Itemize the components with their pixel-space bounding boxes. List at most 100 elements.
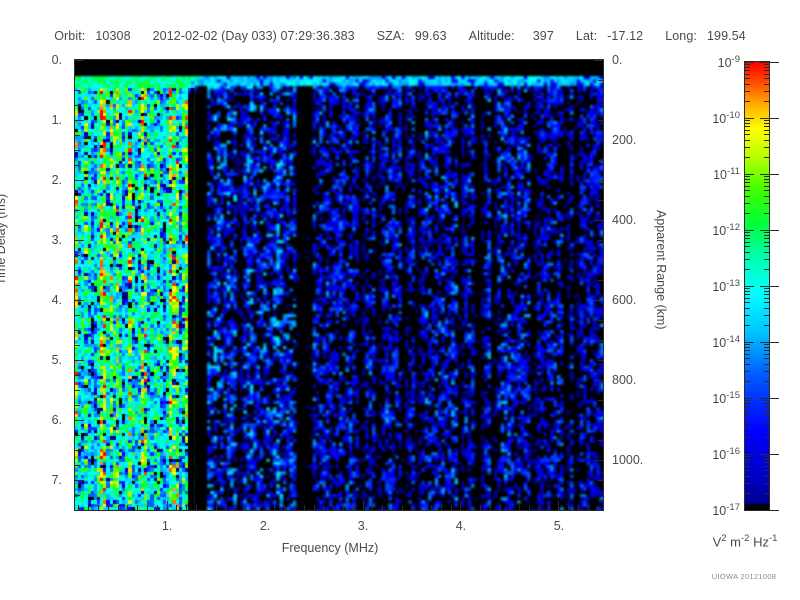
y-axis-labels: 0. 1. 2. 3. 4. 5. 6. 7.	[34, 53, 62, 510]
axis-tick	[598, 340, 603, 341]
axis-tick	[75, 510, 80, 511]
colorbar-minor-tick	[764, 123, 769, 124]
axis-tick	[75, 450, 80, 451]
colorbar-major-tick	[760, 342, 769, 343]
colorbar-minor-tick	[745, 123, 750, 124]
unit-m-exp: -2	[741, 533, 750, 544]
colorbar-minor-tick	[745, 176, 750, 177]
axis-tick	[598, 120, 603, 121]
colorbar-outer-tick	[769, 230, 779, 231]
colorbar-minor-tick	[745, 147, 750, 148]
axis-tick	[127, 505, 128, 510]
colorbar-outer-tick	[769, 62, 779, 63]
colorbar-minor-tick	[745, 182, 750, 183]
axis-tick	[196, 505, 197, 510]
axis-tick	[75, 240, 84, 241]
axis-tick	[75, 435, 80, 436]
axis-tick	[598, 100, 603, 101]
colorbar-minor-tick	[745, 420, 750, 421]
axis-tick	[598, 360, 603, 361]
colorbar-tick-label: 10-14	[712, 333, 740, 351]
colorbar-major-tick	[745, 286, 754, 287]
colorbar-major-tick	[745, 342, 754, 343]
colorbar-minor-tick	[764, 462, 769, 463]
axis-tick	[323, 505, 324, 510]
colorbar-minor-tick	[764, 84, 769, 85]
colorbar-minor-tick	[745, 235, 750, 236]
axis-tick	[284, 505, 285, 510]
axis-tick	[598, 160, 603, 161]
axis-tick	[594, 220, 603, 221]
axis-tick	[147, 505, 148, 510]
datetime-value: 2012-02-02 (Day 033) 07:29:36.383	[152, 29, 355, 43]
colorbar-minor-tick	[764, 493, 769, 494]
colorbar-minor-tick	[745, 325, 750, 326]
colorbar-minor-tick	[745, 470, 750, 471]
colorbar-major-tick	[760, 62, 769, 63]
axis-tick	[206, 505, 207, 510]
y-axis-tick-label: 7.	[51, 473, 62, 487]
colorbar-minor-tick	[745, 157, 750, 158]
axis-tick	[598, 320, 603, 321]
x-axis-tick-label: 4.	[455, 519, 467, 533]
x-axis-tick-label: 1.	[161, 519, 173, 533]
colorbar-minor-tick	[764, 288, 769, 289]
unit-m: m	[726, 534, 741, 550]
axis-tick	[460, 501, 461, 510]
y-axis-tick-label: 6.	[51, 413, 62, 427]
axis-tick	[421, 505, 422, 510]
x-axis-tick-label: 3.	[357, 519, 369, 533]
y-right-axis-tick-label: 600.	[612, 293, 637, 307]
colorbar-minor-tick	[745, 242, 750, 243]
x-axis-labels: 1. 2. 3. 4. 5.	[75, 519, 603, 539]
axis-tick	[304, 505, 305, 510]
colorbar-minor-tick	[745, 437, 750, 438]
colorbar-minor-tick	[745, 213, 750, 214]
colorbar-minor-tick	[745, 246, 750, 247]
colorbar-minor-tick	[764, 190, 769, 191]
axis-tick	[186, 505, 187, 510]
colorbar-minor-tick	[745, 406, 750, 407]
colorbar-minor-tick	[764, 182, 769, 183]
colorbar-minor-tick	[764, 381, 769, 382]
colorbar-minor-tick	[745, 308, 750, 309]
colorbar-minor-tick	[764, 235, 769, 236]
axis-tick	[598, 200, 603, 201]
colorbar-labels: 10-9 10-10 10-11 10-12 10-13 10-14 10-15 10-16 1…	[688, 54, 740, 518]
axis-tick	[392, 505, 393, 510]
long-value: 199.54	[706, 29, 746, 43]
colorbar-minor-tick	[764, 315, 769, 316]
axis-tick	[75, 165, 80, 166]
colorbar-major-tick	[745, 230, 754, 231]
colorbar-minor-tick	[745, 459, 750, 460]
axis-tick	[500, 505, 501, 510]
colorbar-minor-tick	[745, 238, 750, 239]
unit-v-exp: 2	[721, 533, 727, 544]
unit-hz-exp: -1	[768, 533, 778, 544]
colorbar-minor-tick	[764, 459, 769, 460]
altitude-value: 397	[532, 29, 554, 43]
colorbar-minor-tick	[745, 403, 750, 404]
colorbar-minor-tick	[745, 78, 750, 79]
colorbar-minor-tick	[745, 84, 750, 85]
colorbar-minor-tick	[745, 364, 750, 365]
axis-tick	[529, 505, 530, 510]
colorbar-minor-tick	[745, 203, 750, 204]
colorbar-minor-tick	[745, 302, 750, 303]
axis-tick	[75, 285, 80, 286]
axis-tick	[88, 505, 89, 510]
colorbar-minor-tick	[764, 213, 769, 214]
y-right-axis-tick-label: 200.	[612, 133, 637, 147]
axis-tick	[75, 75, 80, 76]
colorbar-minor-tick	[764, 466, 769, 467]
y-axis-tick-label: 2.	[51, 173, 62, 187]
colorbar-minor-tick	[745, 400, 750, 401]
axis-tick	[75, 180, 84, 181]
y-axis-tick-label: 0.	[51, 53, 62, 67]
axis-tick	[75, 330, 80, 331]
colorbar-tick-label: 10-13	[712, 277, 740, 295]
colorbar-minor-tick	[764, 427, 769, 428]
colorbar-minor-tick	[764, 120, 769, 121]
colorbar-minor-tick	[764, 147, 769, 148]
